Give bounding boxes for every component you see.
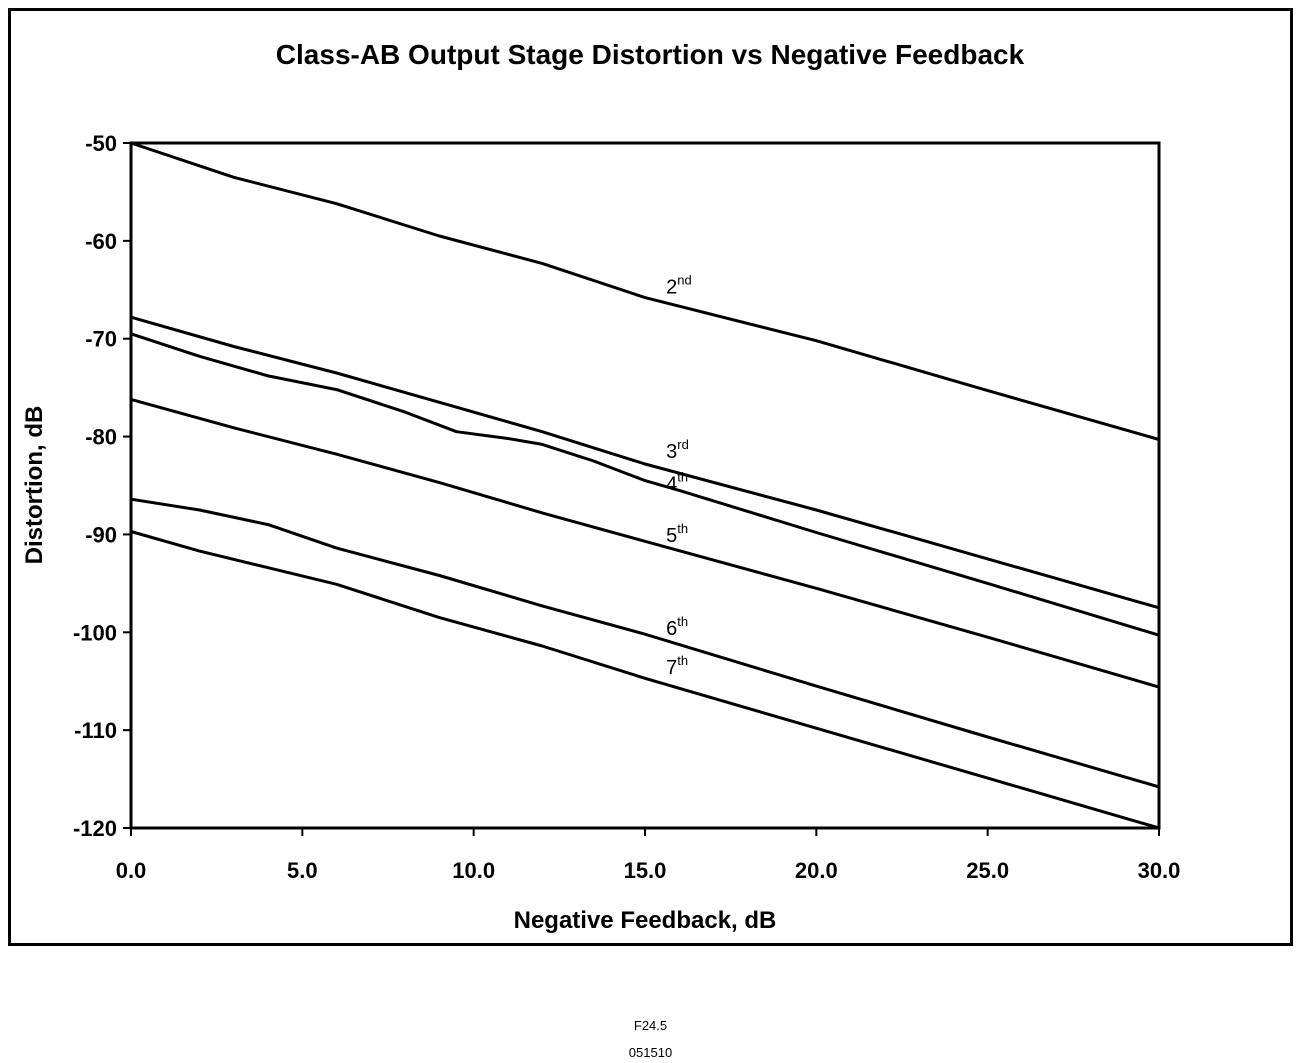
series-label-3rd: 3rd bbox=[666, 437, 689, 463]
x-tick-label: 25.0 bbox=[966, 858, 1009, 883]
x-tick-label: 0.0 bbox=[116, 858, 147, 883]
y-tick-label: -120 bbox=[73, 816, 117, 841]
y-tick-label: -70 bbox=[85, 327, 117, 352]
series-line-3rd bbox=[130, 315, 1160, 610]
chart-frame bbox=[8, 8, 1293, 946]
y-tick-label: -60 bbox=[85, 229, 117, 254]
series-label-6th: 6th bbox=[666, 614, 688, 640]
x-axis-label: Negative Feedback, dB bbox=[514, 907, 777, 934]
y-tick-label: -100 bbox=[73, 620, 117, 645]
chart-svg: Class-AB Output Stage Distortion vs Nega… bbox=[21, 39, 1180, 934]
x-tick-label: 20.0 bbox=[795, 858, 838, 883]
plot-area: -50 -60 -70 -80 -90 -100 -110 -120 0.0 5.0 10.0 15.… bbox=[73, 131, 1180, 883]
series-label-2nd: 2nd bbox=[666, 273, 692, 299]
date-code: 051510 bbox=[628, 1045, 673, 1060]
y-tick-label: -80 bbox=[85, 425, 117, 450]
series-label-5th: 5th bbox=[666, 521, 688, 547]
plot-border bbox=[129, 141, 1161, 830]
figure-code: F24.5 bbox=[633, 1018, 668, 1033]
series-line-2nd bbox=[130, 141, 1160, 441]
series-line-7th bbox=[130, 530, 1160, 830]
x-tick-label: 10.0 bbox=[452, 858, 495, 883]
series-label-7th: 7th bbox=[666, 653, 688, 679]
y-tick-label: -90 bbox=[85, 522, 117, 547]
x-tick-label: 15.0 bbox=[624, 858, 667, 883]
y-tick-label: -50 bbox=[85, 131, 117, 156]
series-line-4th bbox=[130, 332, 1160, 637]
chart-title: Class-AB Output Stage Distortion vs Nega… bbox=[276, 39, 1025, 70]
y-tick-label: -110 bbox=[74, 718, 117, 743]
x-tick-label: 30.0 bbox=[1138, 858, 1181, 883]
series-line-5th bbox=[130, 397, 1160, 689]
series-line-6th bbox=[130, 497, 1160, 789]
y-axis-label: Distortion, dB bbox=[21, 406, 48, 565]
x-tick-label: 5.0 bbox=[287, 858, 318, 883]
